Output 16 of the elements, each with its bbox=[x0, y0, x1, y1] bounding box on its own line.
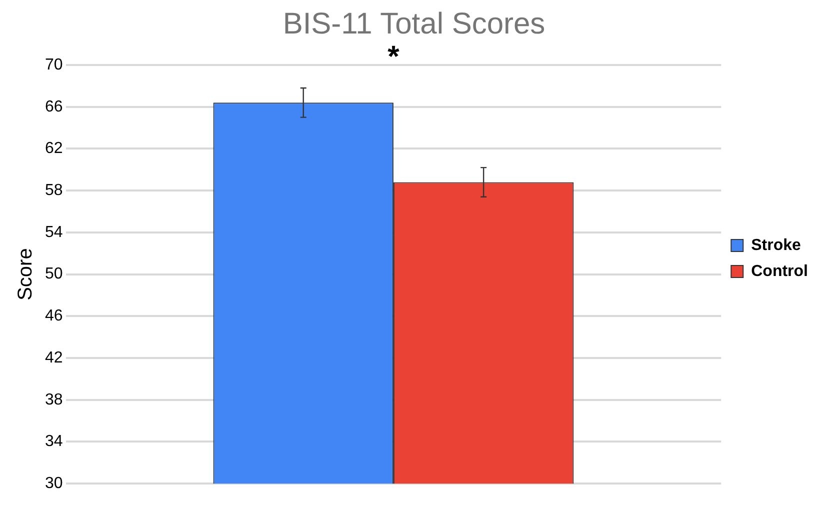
legend-label: Control bbox=[751, 262, 808, 280]
y-tick-label: 58 bbox=[45, 182, 63, 199]
y-tick-label: 54 bbox=[45, 224, 63, 241]
y-tick-label: 50 bbox=[45, 266, 63, 283]
legend-label: Stroke bbox=[751, 236, 802, 254]
y-tick-label: 66 bbox=[45, 98, 63, 116]
y-tick-label: 34 bbox=[45, 433, 63, 450]
y-tick-label: 38 bbox=[45, 391, 63, 408]
y-tick-label: 42 bbox=[45, 349, 63, 366]
chart-title: BIS-11 Total Scores bbox=[282, 7, 546, 40]
y-axis-title: Score bbox=[14, 248, 37, 300]
y-tick-label: 46 bbox=[45, 308, 63, 325]
y-tick-label: 70 bbox=[45, 56, 63, 74]
y-tick-label: 62 bbox=[45, 140, 63, 158]
annotation: * bbox=[388, 40, 400, 74]
y-tick-label: 30 bbox=[45, 475, 63, 492]
